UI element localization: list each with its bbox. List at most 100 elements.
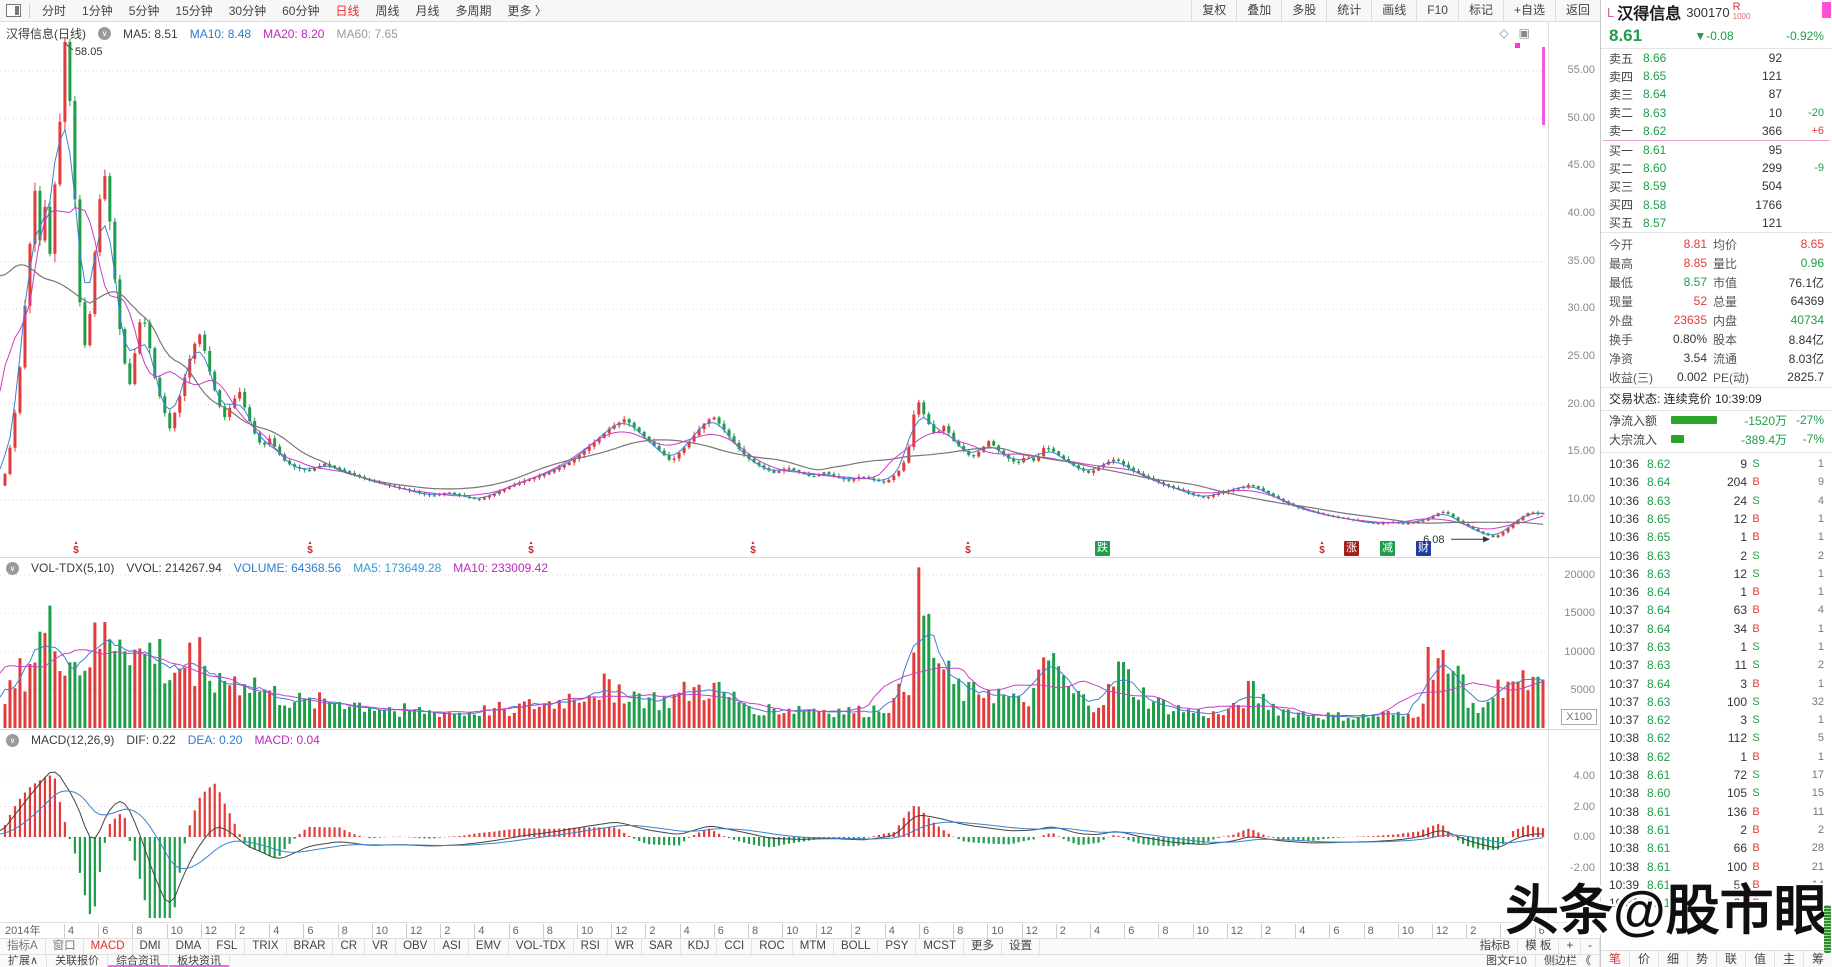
volume-chart[interactable] xyxy=(0,558,1548,730)
indicator-tab-SAR[interactable]: SAR xyxy=(642,939,681,954)
indicator-tab-BOLL[interactable]: BOLL xyxy=(834,939,879,954)
quote-tab-筹[interactable]: 筹 xyxy=(1804,951,1832,967)
bottom-tab-综合资讯[interactable]: 综合资讯 xyxy=(108,955,170,967)
book-row-买二[interactable]: 买二 8.60 299 -9 xyxy=(1601,159,1832,177)
time-axis[interactable]: 2014年 4 6 8 10 12 2 4 6 8 10 12 2 4 6 8 10 12 2 4 6 8 10 12 2 4 6 8… xyxy=(0,922,1600,938)
tick-row[interactable]: 10:39 8.61 23 B 3 xyxy=(1601,894,1832,912)
tick-row[interactable]: 10:36 8.64 1 B 1 xyxy=(1601,583,1832,601)
macd-chart[interactable] xyxy=(0,730,1548,922)
volume-pane[interactable]: ∨ VOL-TDX(5,10) VVOL: 214267.94 VOLUME: 64… xyxy=(0,558,1548,730)
indicator-group-窗口[interactable]: 窗口 xyxy=(46,939,84,954)
tick-row[interactable]: 10:38 8.61 100 B 21 xyxy=(1601,857,1832,875)
period-tab-月线[interactable]: 月线 xyxy=(415,3,440,18)
book-row-买一[interactable]: 买一 8.61 95 xyxy=(1601,141,1832,159)
tick-row[interactable]: 10:37 8.63 11 S 2 xyxy=(1601,656,1832,674)
collapse-icon[interactable]: ∨ xyxy=(6,561,19,575)
dividend-marker[interactable]: ▲ $ xyxy=(962,541,974,556)
indicator-tab-ROC[interactable]: ROC xyxy=(752,939,793,954)
collapse-icon[interactable]: ∨ xyxy=(98,27,111,40)
quote-tab-值[interactable]: 值 xyxy=(1746,951,1775,967)
tick-row[interactable]: 10:38 8.60 105 S 15 xyxy=(1601,784,1832,802)
indicator-right-+[interactable]: + xyxy=(1559,939,1582,954)
tick-row[interactable]: 10:37 8.64 63 B 4 xyxy=(1601,601,1832,619)
dividend-marker[interactable]: ▲ $ xyxy=(304,541,316,556)
quote-tab-主[interactable]: 主 xyxy=(1775,951,1804,967)
tick-row[interactable]: 10:38 8.62 1 B 1 xyxy=(1601,748,1832,766)
indicator-tab-CR[interactable]: CR xyxy=(333,939,366,954)
indicator-tab-EMV[interactable]: EMV xyxy=(469,939,509,954)
tick-list[interactable]: 10:36 8.62 9 S 1 10:36 8.64 204 B 9 10:36 8.63 24 S 4 1… xyxy=(1601,451,1832,912)
tick-row[interactable]: 10:37 8.63 100 S 32 xyxy=(1601,693,1832,711)
tick-row[interactable]: 10:38 8.61 66 B 28 xyxy=(1601,839,1832,857)
macd-pane[interactable]: ∨ MACD(12,26,9) DIF: 0.22 DEA: 0.20 MACD: 0… xyxy=(0,730,1548,922)
indicator-tab-VR[interactable]: VR xyxy=(365,939,397,954)
period-tab-多周期[interactable]: 多周期 xyxy=(455,3,492,18)
toolbar-button-返回[interactable]: 返回 xyxy=(1554,0,1600,22)
toolbar-button-复权[interactable]: 复权 xyxy=(1191,0,1236,22)
indicator-tab-更多[interactable]: 更多 xyxy=(964,939,1002,954)
indicator-tab-MACD[interactable]: MACD xyxy=(84,939,133,954)
candlestick-pane[interactable]: 汉得信息(日线) ∨ MA5: 8.51 MA10: 8.48 MA20: 8.20… xyxy=(0,22,1548,558)
period-tab-分时[interactable]: 分时 xyxy=(42,3,67,18)
indicator-right-模 板[interactable]: 模 板 xyxy=(1518,939,1560,954)
quote-tab-细[interactable]: 细 xyxy=(1659,951,1688,967)
indicator-right--[interactable]: - xyxy=(1581,939,1600,954)
quote-tab-势[interactable]: 势 xyxy=(1688,951,1717,967)
tick-row[interactable]: 10:38 8.62 112 S 5 xyxy=(1601,729,1832,747)
indicator-tab-OBV[interactable]: OBV xyxy=(396,939,436,954)
event-badge-跌[interactable]: 跌 xyxy=(1095,541,1110,556)
layout-icon[interactable] xyxy=(6,4,21,17)
scrollbar-thumb[interactable] xyxy=(1824,905,1831,953)
indicator-tab-ASI[interactable]: ASI xyxy=(435,939,469,954)
indicator-tab-DMI[interactable]: DMI xyxy=(133,939,169,954)
event-badge-财[interactable]: 财 xyxy=(1416,541,1431,556)
indicator-tab-TRIX[interactable]: TRIX xyxy=(245,939,287,954)
event-badge-减[interactable]: 减 xyxy=(1380,541,1395,556)
dividend-marker[interactable]: ▲ $ xyxy=(525,541,537,556)
indicator-right-指标B[interactable]: 指标B xyxy=(1473,939,1519,954)
tick-row[interactable]: 10:39 8.61 51 B 14 xyxy=(1601,876,1832,894)
toolbar-button-多股[interactable]: 多股 xyxy=(1281,0,1326,22)
indicator-tab-CCI[interactable]: CCI xyxy=(717,939,753,954)
indicator-tab-FSL[interactable]: FSL xyxy=(209,939,246,954)
candlestick-chart[interactable]: 58.056.08 xyxy=(0,22,1548,558)
tick-row[interactable]: 10:36 8.65 1 B 1 xyxy=(1601,528,1832,546)
book-row-卖一[interactable]: 卖一 8.62 366 +6 xyxy=(1601,122,1832,140)
toolbar-button-+自选[interactable]: +自选 xyxy=(1502,0,1555,22)
indicator-tab-MCST[interactable]: MCST xyxy=(916,939,964,954)
tick-row[interactable]: 10:37 8.64 34 B 1 xyxy=(1601,620,1832,638)
collapse-icon[interactable]: ∨ xyxy=(6,733,19,747)
toolbar-button-标记[interactable]: 标记 xyxy=(1457,0,1503,22)
dividend-marker[interactable]: ▲ $ xyxy=(1316,541,1328,556)
indicator-tab-PSY[interactable]: PSY xyxy=(878,939,917,954)
indicator-tab-WR[interactable]: WR xyxy=(608,939,643,954)
quote-tab-联[interactable]: 联 xyxy=(1717,951,1746,967)
indicator-tab-MTM[interactable]: MTM xyxy=(793,939,834,954)
indicator-group-指标A[interactable]: 指标A xyxy=(0,939,46,954)
toolbar-button-叠加[interactable]: 叠加 xyxy=(1236,0,1281,22)
indicator-tab-BRAR[interactable]: BRAR xyxy=(287,939,334,954)
quote-tab-价[interactable]: 价 xyxy=(1630,951,1659,967)
period-tab-60分钟[interactable]: 60分钟 xyxy=(282,3,320,18)
bottom-right-侧边栏 《[interactable]: 侧边栏 《 xyxy=(1536,955,1600,967)
tick-row[interactable]: 10:37 8.63 1 S 1 xyxy=(1601,638,1832,656)
tick-row[interactable]: 10:36 8.64 204 B 9 xyxy=(1601,473,1832,491)
tick-row[interactable]: 10:37 8.62 3 S 1 xyxy=(1601,711,1832,729)
quote-tab-笔[interactable]: 笔 xyxy=(1601,951,1630,967)
toolbar-button-统计[interactable]: 统计 xyxy=(1326,0,1371,22)
indicator-tab-RSI[interactable]: RSI xyxy=(574,939,608,954)
panel-icon[interactable]: ▣ xyxy=(1518,26,1530,40)
period-tab-更多 〉[interactable]: 更多 〉 xyxy=(507,3,547,18)
tick-row[interactable]: 10:36 8.63 24 S 4 xyxy=(1601,491,1832,509)
bottom-tab-板块资讯[interactable]: 板块资讯 xyxy=(169,955,231,967)
toolbar-button-F10[interactable]: F10 xyxy=(1416,0,1458,22)
dividend-marker[interactable]: ▲ $ xyxy=(747,541,759,556)
dividend-marker[interactable]: ▲ $ xyxy=(70,541,82,556)
tick-row[interactable]: 10:38 8.61 2 B 2 xyxy=(1601,821,1832,839)
tick-row[interactable]: 10:36 8.65 12 B 1 xyxy=(1601,510,1832,528)
book-row-卖四[interactable]: 卖四 8.65 121 xyxy=(1601,67,1832,85)
tick-row[interactable]: 10:37 8.64 3 B 1 xyxy=(1601,674,1832,692)
tick-row[interactable]: 10:36 8.63 2 S 2 xyxy=(1601,546,1832,564)
bottom-right-图文F10[interactable]: 图文F10 xyxy=(1478,955,1536,967)
book-row-卖二[interactable]: 卖二 8.63 10 -20 xyxy=(1601,104,1832,122)
